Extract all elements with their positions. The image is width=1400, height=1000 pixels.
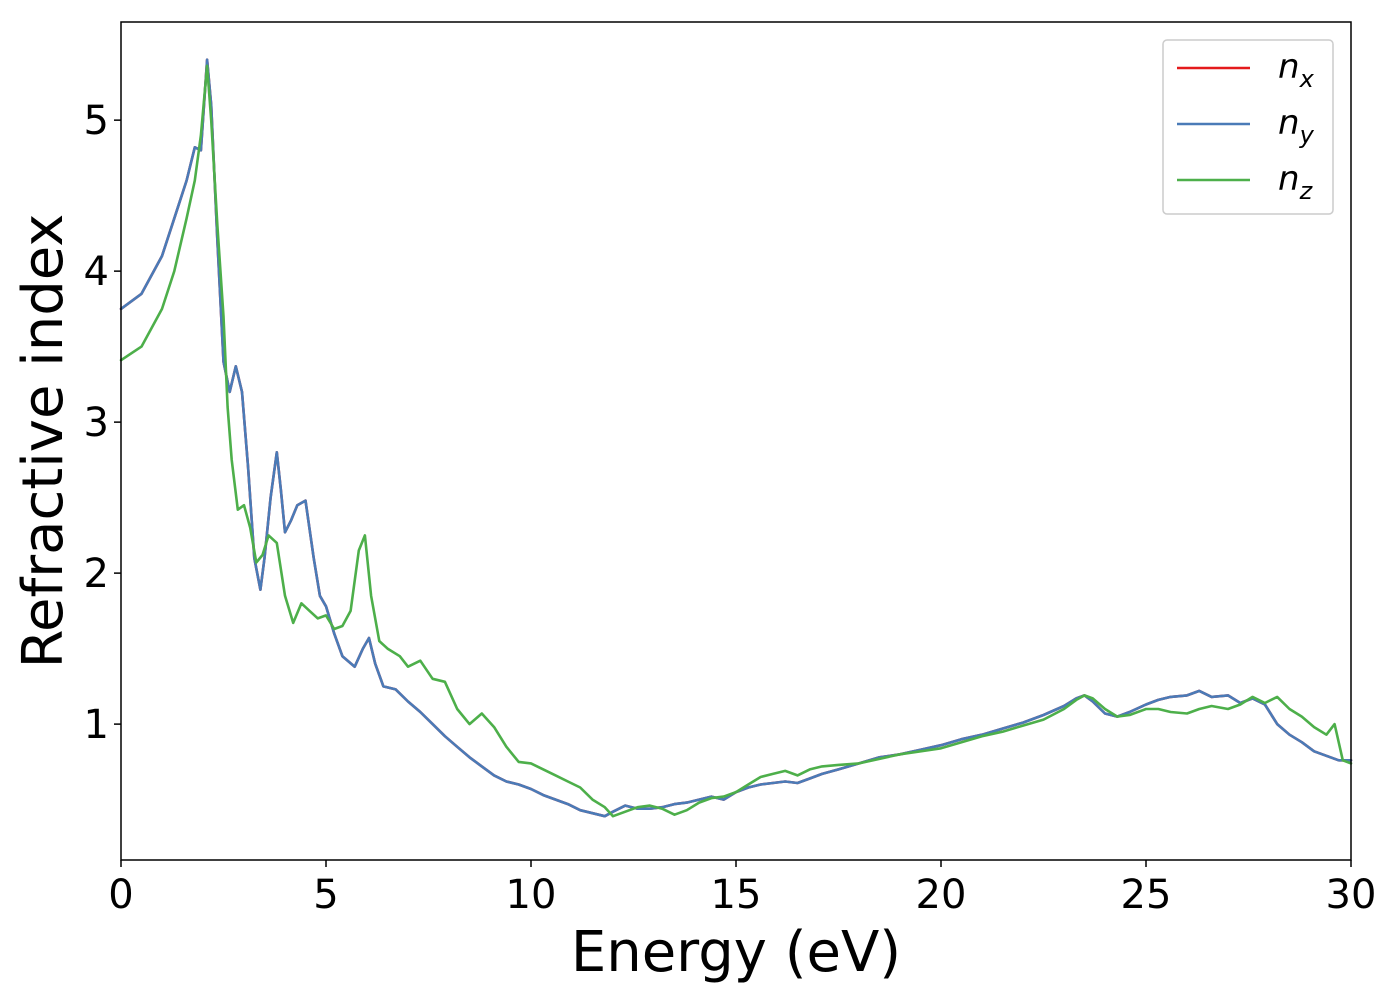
x-tick-label: 20 — [916, 872, 967, 918]
y-tick-label: 5 — [84, 98, 109, 144]
legend-label-base: n — [1278, 103, 1300, 143]
x-tick-label: 25 — [1121, 872, 1172, 918]
y-tick-label: 3 — [84, 400, 109, 446]
x-tick-label: 5 — [313, 872, 338, 918]
legend-box — [1162, 39, 1334, 215]
x-tick-label: 0 — [108, 872, 133, 918]
y-tick-label: 4 — [84, 249, 109, 295]
series-line-z — [119, 64, 1353, 818]
legend-label-subscript: x — [1299, 65, 1315, 93]
x-tick-label: 30 — [1326, 872, 1377, 918]
x-tick-label: 15 — [711, 872, 762, 918]
legend-label-y: ny — [1278, 103, 1315, 149]
y-tick-label: 2 — [84, 551, 109, 597]
legend-label-base: n — [1278, 47, 1300, 87]
legend-label-base: n — [1278, 159, 1300, 199]
y-axis-ticks: 1 2 3 4 5 — [84, 98, 121, 748]
legend-label-subscript: y — [1299, 121, 1315, 149]
legend-label-x: nx — [1278, 47, 1315, 93]
x-axis-ticks: 0 5 10 15 20 25 30 — [108, 860, 1376, 918]
y-tick-label: 1 — [84, 702, 109, 748]
legend-label-z: nz — [1278, 159, 1314, 205]
y-axis-title: Refractive index — [11, 214, 76, 669]
series-layer — [119, 58, 1353, 818]
x-tick-label: 10 — [506, 872, 557, 918]
series-line-y — [119, 58, 1353, 818]
x-axis-title: Energy (eV) — [571, 920, 901, 985]
legend-label-subscript: z — [1299, 177, 1314, 205]
